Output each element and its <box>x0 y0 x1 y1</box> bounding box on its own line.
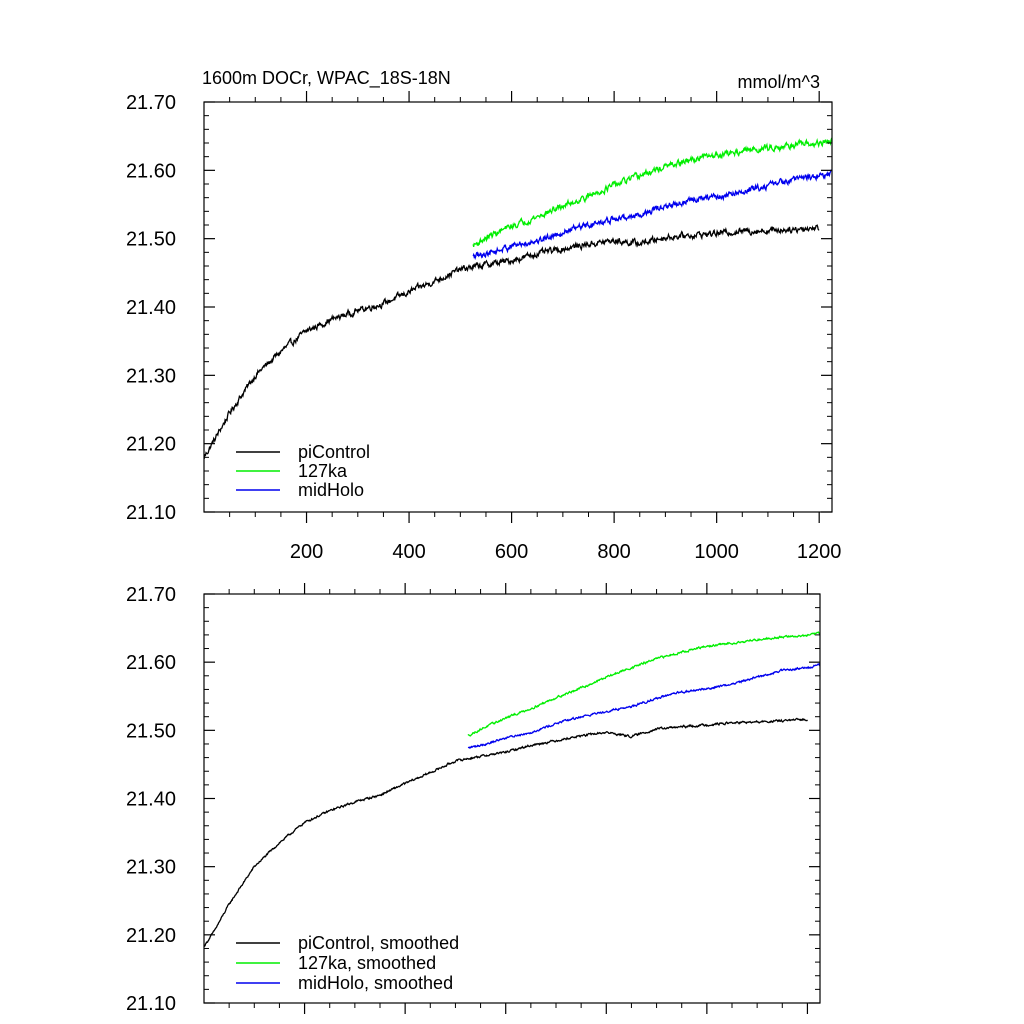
y-tick-label: 21.70 <box>126 584 176 606</box>
legend-label: midHolo, smoothed <box>298 973 453 993</box>
series-line-127ka-smoothed <box>467 631 821 737</box>
x-tick-label: 400 <box>392 541 425 563</box>
series-line-picontrol <box>203 224 820 460</box>
x-tick-label: 600 <box>495 541 528 563</box>
y-tick-label: 21.50 <box>126 720 176 742</box>
y-tick-label: 21.40 <box>126 789 176 811</box>
y-tick-label: 21.40 <box>126 297 176 319</box>
y-tick-label: 21.30 <box>126 857 176 879</box>
x-tick-label: 200 <box>290 541 323 563</box>
plot-frame <box>203 593 821 1004</box>
y-tick-label: 21.60 <box>126 160 176 182</box>
x-tick-label: 1200 <box>797 541 842 563</box>
legend-label: 127ka <box>298 461 348 481</box>
series-line-midholo <box>472 169 833 261</box>
series-line-picontrol-smoothed <box>203 717 808 947</box>
chart-title: 1600m DOCr, WPAC_18S-18N <box>202 68 451 89</box>
legend-label: midHolo <box>298 480 364 500</box>
y-tick-label: 21.60 <box>126 652 176 674</box>
legend-label: 127ka, smoothed <box>298 953 436 973</box>
y-tick-label: 21.50 <box>126 229 176 251</box>
units-label: mmol/m^3 <box>738 72 820 92</box>
top-chart: 1600m DOCr, WPAC_18S-18N mmol/m^3 21.10 2… <box>126 68 841 563</box>
bottom-chart: 21.10 21.20 21.30 21.40 21.50 21.60 21.70 piCo… <box>126 583 821 1015</box>
y-tick-label: 21.30 <box>126 365 176 387</box>
y-tick-label: 21.10 <box>126 502 176 524</box>
legend-label: piControl <box>298 442 370 462</box>
series-line-midholo-smoothed <box>467 662 821 749</box>
legend-label: piControl, smoothed <box>298 933 459 953</box>
series-line-127ka <box>472 137 833 247</box>
y-tick-label: 21.10 <box>126 993 176 1015</box>
y-tick-label: 21.70 <box>126 92 176 114</box>
x-tick-label: 800 <box>597 541 630 563</box>
y-tick-label: 21.20 <box>126 434 176 456</box>
x-tick-label: 1000 <box>694 541 739 563</box>
y-tick-label: 21.20 <box>126 925 176 947</box>
